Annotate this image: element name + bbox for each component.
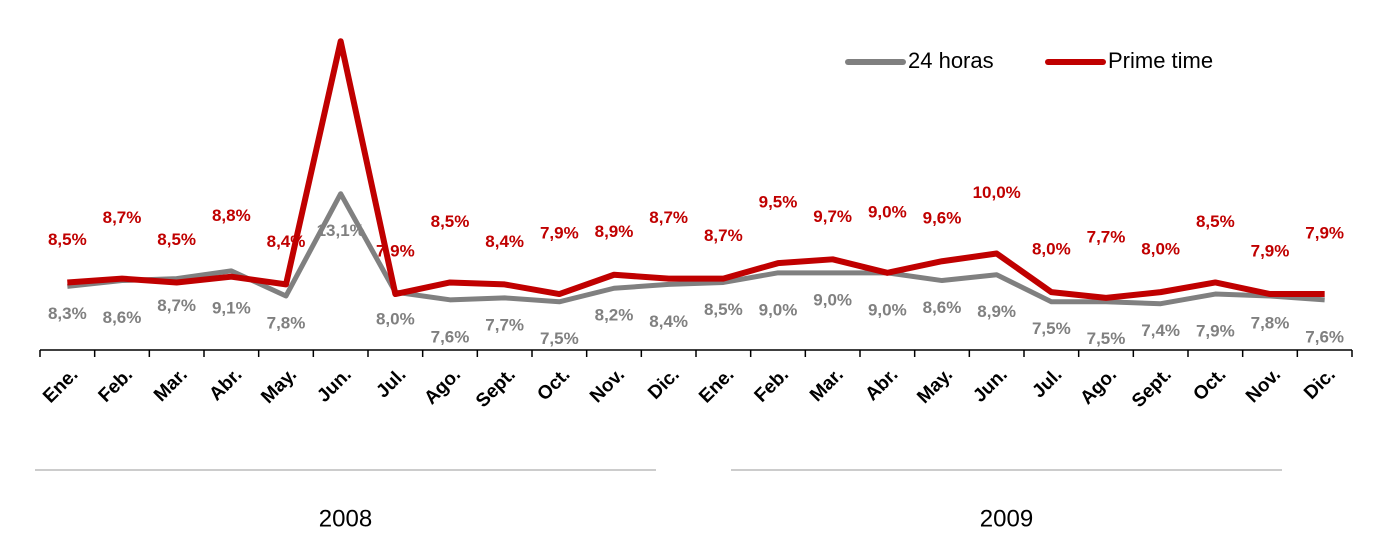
data-label: 8,5% bbox=[704, 300, 743, 319]
x-tick-label: Mar. bbox=[150, 364, 192, 406]
legend-label: Prime time bbox=[1108, 48, 1213, 73]
data-label: 8,5% bbox=[157, 230, 196, 249]
data-label: 8,9% bbox=[595, 222, 634, 241]
data-label: 7,8% bbox=[267, 313, 306, 332]
x-tick-label: Oct. bbox=[1189, 364, 1230, 405]
data-label: 8,0% bbox=[1032, 240, 1071, 259]
x-tick-label: Jul. bbox=[1028, 364, 1066, 402]
data-label: 8,2% bbox=[595, 306, 634, 325]
x-tick-label: Nov. bbox=[1242, 364, 1285, 407]
data-label: 7,9% bbox=[1251, 242, 1290, 261]
data-label: 7,8% bbox=[1251, 313, 1290, 332]
data-label: 7,5% bbox=[540, 329, 579, 348]
data-label: 7,9% bbox=[540, 224, 579, 243]
x-tick-label: May. bbox=[913, 364, 957, 408]
group-label: 2009 bbox=[980, 505, 1033, 532]
x-tick-label: Abr. bbox=[205, 364, 246, 405]
x-tick-label: Feb. bbox=[751, 364, 793, 406]
data-label: 7,5% bbox=[1032, 319, 1071, 338]
data-label: 9,7% bbox=[813, 207, 852, 226]
x-tick-label: Dic. bbox=[1300, 364, 1339, 403]
data-label: 7,6% bbox=[1305, 327, 1344, 346]
data-label: 9,5% bbox=[759, 193, 798, 212]
x-tick-label: Jun. bbox=[313, 364, 355, 406]
data-label: 7,9% bbox=[376, 242, 415, 261]
data-label: 9,0% bbox=[759, 300, 798, 319]
x-tick-label: Jun. bbox=[969, 364, 1011, 406]
x-tick-label: Sept. bbox=[472, 364, 520, 412]
data-label: 9,0% bbox=[868, 300, 907, 319]
data-label: 9,0% bbox=[868, 202, 907, 221]
data-label: 7,4% bbox=[1141, 321, 1180, 340]
x-tick-label: Nov. bbox=[586, 364, 629, 407]
series-line bbox=[67, 191, 1325, 307]
data-label: 7,7% bbox=[485, 315, 524, 334]
data-label: 8,7% bbox=[704, 226, 743, 245]
x-tick-label: Jul. bbox=[372, 364, 410, 402]
data-label: 8,4% bbox=[267, 232, 306, 251]
data-label: 13,1% bbox=[317, 221, 365, 240]
x-tick-label: Abr. bbox=[861, 364, 902, 405]
x-tick-label: Feb. bbox=[95, 364, 137, 406]
series-line bbox=[67, 38, 1325, 301]
data-label: 9,6% bbox=[923, 209, 962, 228]
x-tick-label: Dic. bbox=[644, 364, 683, 403]
data-label: 7,5% bbox=[1087, 329, 1126, 348]
data-label: 8,7% bbox=[103, 208, 142, 227]
data-label: 8,5% bbox=[431, 212, 470, 231]
x-tick-label: Mar. bbox=[806, 364, 848, 406]
legend-label: 24 horas bbox=[908, 48, 994, 73]
data-label: 8,7% bbox=[649, 208, 688, 227]
data-label: 7,7% bbox=[1087, 227, 1126, 246]
data-label: 8,3% bbox=[48, 304, 87, 323]
data-label: 8,0% bbox=[1141, 240, 1180, 259]
data-label: 9,0% bbox=[813, 290, 852, 309]
data-label: 8,4% bbox=[485, 232, 524, 251]
x-tick-label: May. bbox=[257, 364, 301, 408]
x-tick-label: Ene. bbox=[695, 364, 738, 407]
data-label: 9,1% bbox=[212, 298, 251, 317]
data-label: 7,6% bbox=[431, 327, 470, 346]
data-label: 8,0% bbox=[376, 310, 415, 329]
data-label: 10,0% bbox=[973, 183, 1021, 202]
data-label: 8,4% bbox=[649, 312, 688, 331]
data-label: 8,8% bbox=[212, 206, 251, 225]
data-label: 8,7% bbox=[157, 296, 196, 315]
data-label: 8,5% bbox=[48, 230, 87, 249]
x-tick-label: Ago. bbox=[420, 364, 465, 409]
data-label: 8,6% bbox=[923, 298, 962, 317]
x-tick-label: Ago. bbox=[1076, 364, 1121, 409]
group-label: 2008 bbox=[319, 505, 372, 532]
data-label: 8,6% bbox=[103, 308, 142, 327]
x-tick-label: Sept. bbox=[1128, 364, 1176, 412]
x-tick-label: Oct. bbox=[533, 364, 574, 405]
data-label: 8,9% bbox=[977, 302, 1016, 321]
data-label: 7,9% bbox=[1196, 322, 1235, 341]
x-tick-label: Ene. bbox=[39, 364, 82, 407]
data-label: 7,9% bbox=[1305, 224, 1344, 243]
data-label: 8,5% bbox=[1196, 212, 1235, 231]
